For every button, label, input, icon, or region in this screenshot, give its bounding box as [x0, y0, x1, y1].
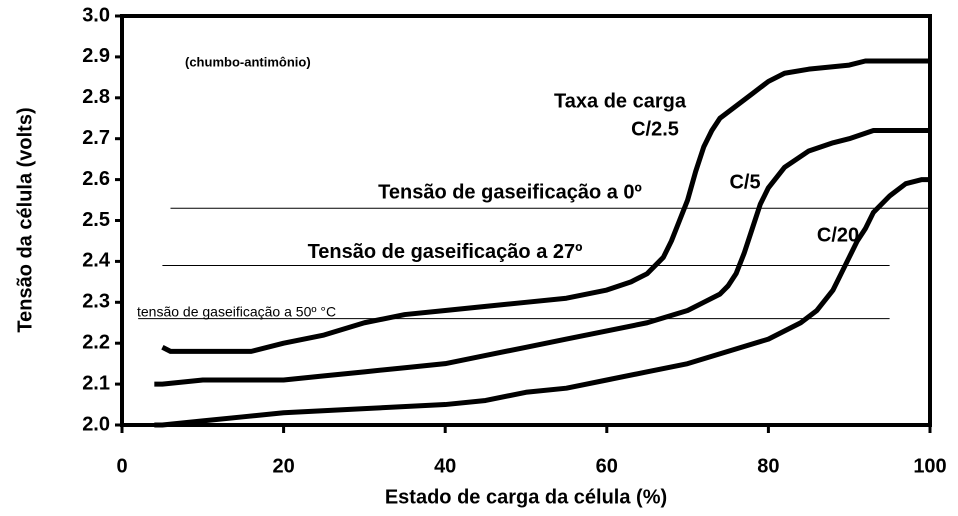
y-tick-label: 2.1: [82, 372, 110, 394]
y-tick-label: 2.4: [82, 250, 111, 272]
y-tick-label: 2.2: [82, 331, 110, 353]
x-tick-label: 40: [434, 455, 456, 477]
plot-frame: [120, 14, 932, 427]
y-tick-label: 2.9: [82, 45, 110, 67]
series-label: C/2.5: [631, 118, 679, 140]
y-axis-label: Tensão da célula (volts): [14, 107, 36, 332]
y-tick-label: 3.0: [82, 4, 110, 26]
reference-line-label: Tensão de gaseificação a 0º: [378, 182, 642, 204]
reference-line-label: tensão de gaseificação a 50º °C: [137, 303, 336, 319]
y-tick-label: 2.5: [82, 209, 110, 231]
x-axis-label: Estado de carga da célula (%): [385, 486, 667, 508]
series-line: [154, 177, 930, 428]
series-label: C/5: [729, 171, 760, 193]
x-tick-label: 0: [116, 455, 127, 477]
y-tick-label: 2.6: [82, 168, 110, 190]
y-tick-label: 2.0: [82, 413, 110, 435]
x-tick-label: 100: [913, 455, 946, 477]
y-tick-label: 2.3: [82, 291, 110, 313]
reference-line-label: Tensão de gaseificação a 27º: [308, 241, 583, 263]
x-tick-label: 20: [272, 455, 294, 477]
annotation: Taxa de carga: [554, 90, 687, 112]
x-tick-label: 60: [596, 455, 618, 477]
annotation: (chumbo-antimônio): [185, 54, 311, 69]
y-tick-label: 2.7: [82, 127, 110, 149]
x-tick-label: 80: [757, 455, 779, 477]
y-tick-label: 2.8: [82, 86, 110, 108]
series-label: C/20: [817, 224, 859, 246]
series-line: [161, 58, 930, 354]
series-line: [154, 128, 930, 387]
